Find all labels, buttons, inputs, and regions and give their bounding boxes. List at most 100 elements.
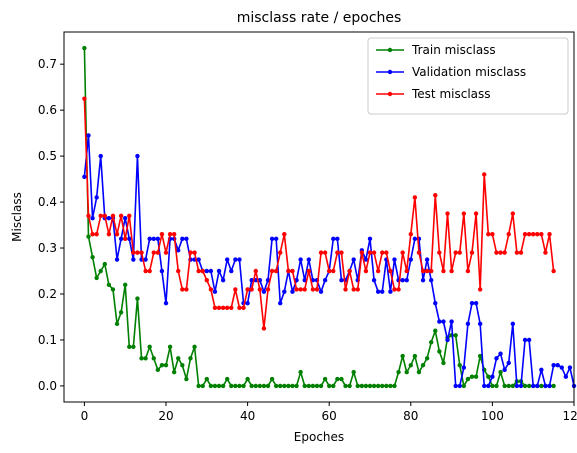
data-point bbox=[339, 376, 344, 382]
data-point bbox=[143, 356, 148, 361]
data-point bbox=[135, 153, 140, 159]
data-point bbox=[551, 363, 556, 368]
data-point bbox=[408, 363, 413, 368]
data-point bbox=[278, 383, 283, 389]
data-point bbox=[359, 383, 365, 389]
data-point bbox=[82, 174, 87, 179]
legend-entry: Validation misclass bbox=[376, 65, 526, 79]
data-point bbox=[392, 257, 397, 262]
data-point bbox=[233, 287, 238, 292]
data-point bbox=[449, 319, 454, 324]
data-point bbox=[526, 383, 532, 389]
data-point bbox=[384, 383, 389, 389]
data-point bbox=[408, 257, 413, 262]
data-point bbox=[522, 232, 528, 237]
data-point bbox=[469, 250, 475, 255]
data-point bbox=[490, 374, 495, 379]
data-point bbox=[106, 232, 112, 237]
data-point bbox=[82, 45, 87, 51]
series-line bbox=[83, 98, 555, 330]
data-point bbox=[110, 287, 116, 292]
data-point bbox=[229, 383, 234, 389]
data-point bbox=[220, 278, 226, 283]
data-point bbox=[110, 213, 116, 219]
y-tick-label: 0.3 bbox=[38, 241, 57, 255]
data-point bbox=[420, 268, 426, 274]
chart-title: misclass rate / epoches bbox=[237, 10, 402, 26]
data-point bbox=[518, 250, 524, 255]
data-point bbox=[261, 326, 267, 331]
data-point bbox=[559, 365, 564, 370]
data-point bbox=[445, 211, 450, 216]
data-point bbox=[139, 356, 144, 361]
data-point bbox=[510, 321, 515, 327]
legend-box bbox=[367, 37, 569, 115]
data-point bbox=[257, 383, 263, 389]
data-point bbox=[380, 250, 385, 255]
data-point bbox=[429, 268, 434, 274]
data-point bbox=[322, 278, 328, 283]
data-point bbox=[408, 232, 413, 237]
data-point bbox=[102, 261, 108, 267]
data-point bbox=[371, 383, 377, 389]
data-point bbox=[551, 268, 556, 274]
data-point bbox=[494, 356, 499, 361]
data-point bbox=[396, 287, 401, 292]
data-point bbox=[94, 275, 99, 281]
data-point bbox=[351, 287, 356, 292]
data-point bbox=[237, 305, 242, 310]
data-point bbox=[367, 250, 373, 255]
data-point bbox=[335, 250, 340, 255]
data-point bbox=[543, 250, 548, 255]
data-point bbox=[216, 383, 222, 389]
data-point bbox=[220, 305, 226, 310]
data-point bbox=[400, 353, 405, 359]
x-tick-label: 80 bbox=[403, 409, 418, 423]
data-point bbox=[343, 383, 348, 389]
data-point bbox=[388, 383, 393, 389]
data-point bbox=[86, 213, 91, 219]
data-point bbox=[155, 250, 161, 255]
data-point bbox=[241, 305, 246, 310]
data-point bbox=[453, 383, 458, 389]
data-point bbox=[380, 289, 385, 294]
data-point bbox=[375, 289, 381, 294]
data-point bbox=[400, 250, 405, 255]
data-point bbox=[490, 383, 495, 389]
data-point bbox=[318, 250, 324, 255]
data-point bbox=[98, 268, 103, 274]
data-point bbox=[412, 353, 418, 359]
data-point bbox=[273, 236, 279, 242]
data-point bbox=[265, 383, 271, 389]
data-point bbox=[486, 383, 491, 389]
data-point bbox=[327, 268, 332, 274]
data-point bbox=[424, 356, 430, 361]
data-point bbox=[371, 250, 377, 255]
data-point bbox=[139, 250, 144, 255]
x-tick-label: 40 bbox=[240, 409, 255, 423]
data-point bbox=[180, 287, 185, 292]
data-point bbox=[118, 213, 124, 219]
data-point bbox=[249, 383, 254, 389]
legend-marker bbox=[387, 91, 393, 97]
data-point bbox=[335, 376, 340, 382]
data-point bbox=[555, 363, 560, 368]
data-point bbox=[86, 234, 91, 239]
data-point bbox=[433, 300, 438, 306]
data-point bbox=[269, 236, 275, 242]
data-point bbox=[526, 337, 532, 343]
data-point bbox=[118, 310, 124, 315]
data-point bbox=[494, 250, 499, 255]
data-point bbox=[567, 365, 573, 370]
data-point bbox=[535, 232, 540, 237]
data-point bbox=[482, 172, 487, 177]
data-point bbox=[392, 383, 397, 389]
data-point bbox=[245, 300, 250, 306]
data-point bbox=[233, 257, 238, 262]
data-point bbox=[506, 360, 511, 366]
data-point bbox=[167, 344, 173, 350]
data-point bbox=[98, 213, 103, 219]
data-point bbox=[151, 356, 156, 361]
plot-area: 0 20 40 60 80 100 120 0.0 0.1 0.2 0.3 0.4 0.5 0.6 0.7 bbox=[38, 31, 577, 423]
data-point bbox=[265, 287, 271, 292]
